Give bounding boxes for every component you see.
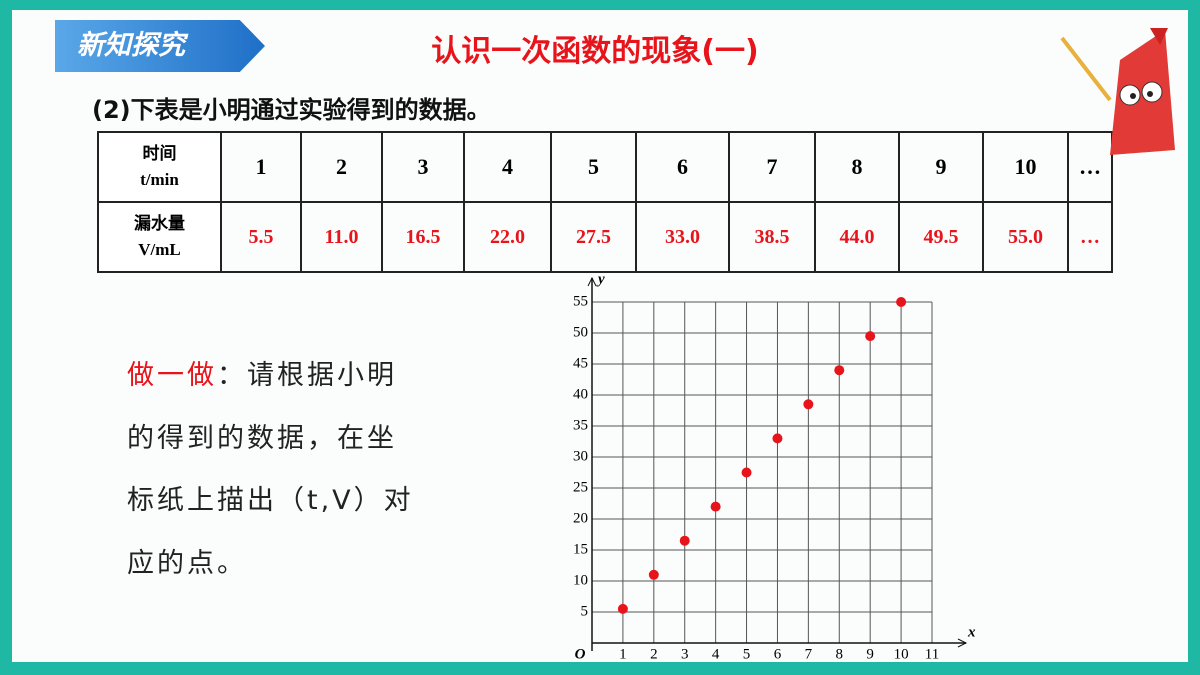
data-point [803,399,814,410]
table-row: 漏水量 V/mL 5.5 11.0 16.5 22.0 27.5 33.0 38.5 44.0 49… [97,201,1113,273]
activity-text: 标纸上描出（t,V）对 [127,485,414,516]
activity: 做一做：请根据小明的得到的数据，在坐 标纸上描出（t,V）对 应的点。 [127,345,414,595]
x-tick-label: 11 [925,646,939,662]
y-tick-label: 50 [573,324,588,340]
x-tick-label: 4 [712,646,720,662]
activity-text: 的得到的数据，在坐 [127,422,397,454]
table-cell: 7 [728,131,816,203]
x-tick-label: 5 [743,646,751,662]
row-header-text: V/mL [138,240,181,259]
y-tick-label: 20 [573,510,588,526]
table-cell: 27.5 [550,201,637,273]
table-cell: … [1067,131,1113,203]
data-point [772,433,783,444]
origin-label: O [575,646,586,662]
table-cell: 55.0 [982,201,1069,273]
y-tick-label: 35 [573,417,588,433]
table-cell: 2 [300,131,383,203]
data-point [617,603,628,614]
y-tick-label: 15 [573,541,588,557]
data-point [741,467,752,478]
activity-text: ：请根据小明 [217,360,397,391]
slide-body [12,10,1188,662]
question: (2)下表是小明通过实验得到的数据。 [92,96,491,124]
data-point [679,535,690,546]
activity-line: 应的点。 [127,533,414,596]
row-header: 漏水量 V/mL [97,201,222,273]
x-tick-label: 2 [650,646,658,662]
x-tick-label: 8 [836,646,844,662]
y-tick-label: 55 [573,293,588,309]
data-point [834,365,845,376]
y-tick-label: 5 [581,603,589,619]
table-cell: 5 [550,131,637,203]
y-tick-label: 40 [573,386,588,402]
row-header-text: t/min [140,170,179,189]
activity-line: 做一做：请根据小明 [127,345,414,408]
table-cell: 4 [463,131,552,203]
y-tick-label: 25 [573,479,588,495]
table-cell: 8 [814,131,900,203]
x-tick-label: 1 [619,646,627,662]
table-cell: 3 [381,131,465,203]
activity-line: 标纸上描出（t,V）对 [127,470,414,533]
table-cell: 1 [220,131,302,203]
table-cell: 16.5 [381,201,465,273]
table-cell: 49.5 [898,201,984,273]
table-row: 时间 t/min 1 2 3 4 5 6 7 8 9 10… [97,131,1113,203]
y-axis-arrow [587,276,597,287]
data-point [648,569,659,580]
x-tick-label: 3 [681,646,689,662]
table-cell: 38.5 [728,201,816,273]
x-tick-label: 10 [894,646,909,662]
table-cell: 6 [635,131,730,203]
table-cell: 44.0 [814,201,900,273]
x-tick-label: 7 [805,646,813,662]
section-badge: 新知探究 [55,20,265,72]
data-point [896,297,907,307]
activity-label: 做一做 [127,360,217,391]
data-point [710,501,721,512]
row-header: 时间 t/min [97,131,222,203]
slide-title: 认识一次函数的现象(一) [431,34,759,69]
table-cell: 5.5 [220,201,302,273]
table-cell: 11.0 [300,201,383,273]
table-cell: … [1067,201,1113,273]
table-cell: 33.0 [635,201,730,273]
y-axis-label: y [596,271,605,287]
x-tick-label: 6 [774,646,782,662]
x-axis-arrow [957,638,968,648]
mascot [1060,28,1175,155]
activity-text: 应的点。 [127,547,247,579]
y-tick-label: 30 [573,448,588,464]
data-table: 时间 t/min 1 2 3 4 5 6 7 8 9 10… 漏水量 V/mL 5.5 11.0 16.5 22.… [97,131,1113,273]
data-point [865,331,876,342]
table-cell: 9 [898,131,984,203]
table-cell: 10 [982,131,1069,203]
table-cell: 22.0 [463,201,552,273]
row-header-text: 时间 [142,144,177,163]
y-tick-label: 45 [573,355,588,371]
x-tick-label: 9 [866,646,874,662]
y-tick-label: 10 [573,572,588,588]
activity-line: 的得到的数据，在坐 [127,408,414,471]
row-header-text: 漏水量 [134,214,185,233]
x-axis-label: x [967,624,976,640]
